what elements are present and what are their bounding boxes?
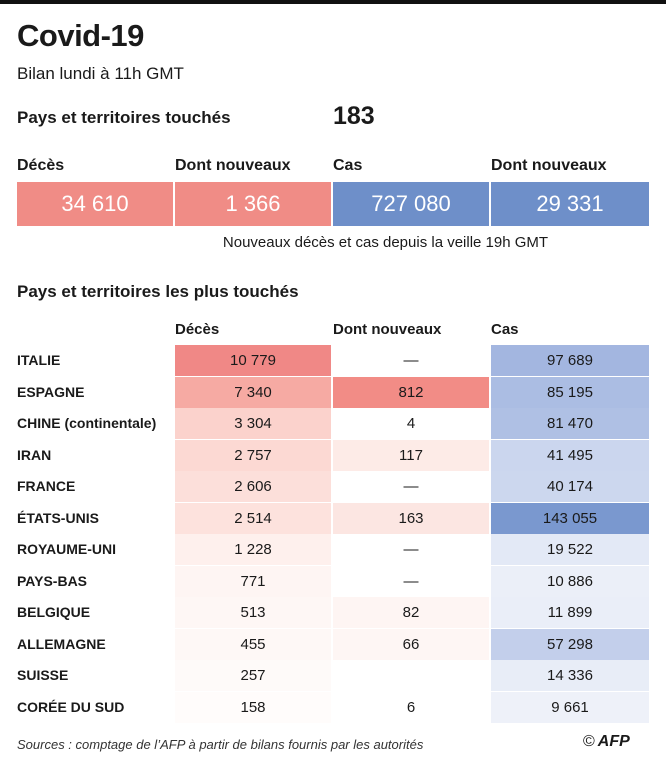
new-deaths-cell	[333, 660, 489, 691]
country-name: IRAN	[17, 446, 52, 463]
deaths-cell: 158	[175, 691, 331, 723]
kpi-new-cases-label: Dont nouveaux	[491, 157, 607, 174]
table-row: SUISSE 257 14 336	[0, 660, 666, 691]
kpi-deaths-label: Décès	[17, 157, 65, 174]
top-bar	[0, 0, 666, 4]
new-deaths-cell: —	[333, 345, 489, 376]
sources-note: Sources : comptage de l’AFP à partir de …	[17, 737, 424, 752]
column-header-cases: Cas	[491, 321, 519, 338]
deaths-cell: 455	[175, 628, 331, 660]
country-name: SUISSE	[17, 667, 69, 683]
table-row: IRAN 2 757 117 41 495	[0, 439, 666, 471]
country-name: ITALIE	[17, 352, 61, 368]
table-row: ROYAUME-UNI 1 228—19 522	[0, 534, 666, 565]
page-title: Covid-19	[17, 18, 144, 53]
cases-cell: 11 899	[491, 597, 649, 628]
country-name: ALLEMAGNE	[17, 635, 106, 652]
cases-cell: 41 495	[491, 439, 649, 471]
table-title: Pays et territoires les plus touchés	[17, 282, 299, 301]
cases-cell: 19 522	[491, 534, 649, 565]
deaths-cell: 2 606	[175, 471, 331, 502]
deaths-cell: 10 779	[175, 345, 331, 376]
table-row: BELGIQUE 513 82 11 899	[0, 597, 666, 628]
deaths-cell: 7 340	[175, 376, 331, 408]
table-row: PAYS-BAS 771—10 886	[0, 565, 666, 597]
new-deaths-cell: 812	[333, 376, 489, 408]
country-name: CHINE (continentale)	[17, 415, 157, 431]
country-name: BELGIQUE	[17, 604, 91, 620]
cases-cell: 81 470	[491, 408, 649, 439]
country-name: ÉTATS-UNIS	[17, 509, 99, 526]
afp-logo: © AFP	[583, 733, 630, 751]
table-row: ÉTATS-UNIS 2 514 163 143 055	[0, 502, 666, 534]
country-name: ESPAGNE	[17, 383, 85, 400]
kpi-cases-value: 727 080	[333, 182, 489, 226]
afp-logo-text: AFP	[597, 733, 630, 750]
table-row: ALLEMAGNE 455 66 57 298	[0, 628, 666, 660]
deaths-cell: 3 304	[175, 408, 331, 439]
deaths-cell: 257	[175, 660, 331, 691]
country-name: CORÉE DU SUD	[17, 698, 125, 715]
column-header-new-deaths: Dont nouveaux	[333, 321, 442, 338]
touched-countries-label: Pays et territoires touchés	[17, 108, 231, 127]
table-row: FRANCE 2 606—40 174	[0, 471, 666, 502]
copyright-icon: ©	[583, 733, 595, 750]
new-deaths-cell: —	[333, 534, 489, 565]
column-header-deaths: Décès	[175, 321, 220, 338]
page-subtitle: Bilan lundi à 11h GMT	[17, 64, 184, 83]
cases-cell: 57 298	[491, 628, 649, 660]
kpi-new-cases-value: 29 331	[491, 182, 649, 226]
table-row: ESPAGNE 7 340 812 85 195	[0, 376, 666, 408]
touched-countries-value: 183	[333, 102, 375, 130]
cases-cell: 14 336	[491, 660, 649, 691]
table-row: ITALIE 10 779—97 689	[0, 345, 666, 376]
table-row: CORÉE DU SUD 158 6 9 661	[0, 691, 666, 723]
new-deaths-cell: 163	[333, 502, 489, 534]
new-deaths-cell: 82	[333, 597, 489, 628]
kpi-cases-label: Cas	[333, 157, 363, 174]
cases-cell: 143 055	[491, 502, 649, 534]
cases-cell: 40 174	[491, 471, 649, 502]
new-deaths-cell: 117	[333, 439, 489, 471]
deaths-cell: 1 228	[175, 534, 331, 565]
kpi-deaths-value: 34 610	[17, 182, 173, 226]
new-deaths-cell: 6	[333, 691, 489, 723]
deaths-cell: 2 757	[175, 439, 331, 471]
deaths-cell: 2 514	[175, 502, 331, 534]
deaths-cell: 513	[175, 597, 331, 628]
new-deaths-cell: 4	[333, 408, 489, 439]
new-deaths-cell: —	[333, 565, 489, 597]
cases-cell: 10 886	[491, 565, 649, 597]
cases-cell: 97 689	[491, 345, 649, 376]
cases-cell: 9 661	[491, 691, 649, 723]
country-name: PAYS-BAS	[17, 572, 88, 589]
country-name: ROYAUME-UNI	[17, 541, 117, 557]
table-row: CHINE (continentale) 3 304 4 81 470	[0, 408, 666, 439]
kpi-new-deaths-value: 1 366	[175, 182, 331, 226]
deaths-cell: 771	[175, 565, 331, 597]
cases-cell: 85 195	[491, 376, 649, 408]
new-deaths-cell: —	[333, 471, 489, 502]
kpi-new-deaths-label: Dont nouveaux	[175, 157, 291, 174]
kpi-note: Nouveaux décès et cas depuis la veille 1…	[222, 234, 549, 251]
new-deaths-cell: 66	[333, 628, 489, 660]
country-name: FRANCE	[17, 478, 76, 494]
